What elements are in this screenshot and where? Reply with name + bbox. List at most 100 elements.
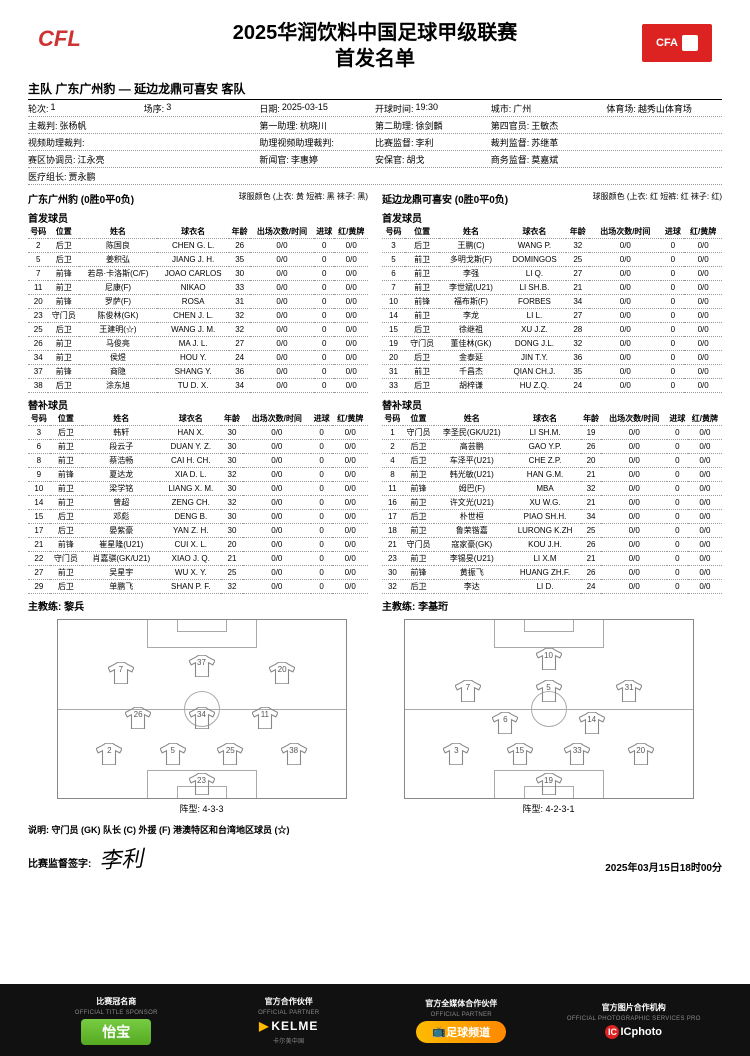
cell: 后卫 <box>48 379 79 393</box>
cell: XU J.Z. <box>503 323 567 337</box>
cell: 0/0 <box>688 454 722 468</box>
cell: 前锋 <box>50 538 82 552</box>
cell: 前卫 <box>50 496 82 510</box>
cell: 侯煜 <box>79 351 157 365</box>
player-row: 29后卫单鹏飞SHAN P. F.320/000/0 <box>28 580 368 594</box>
sponsor-3: 官方全媒体合作伙伴 OFFICIAL PARTNER 📺足球频道 <box>375 998 548 1043</box>
cell: CHEN J. L. <box>157 309 230 323</box>
cell: 0/0 <box>684 281 722 295</box>
away-team-block: 延边龙鼎可喜安 (0胜0平0负) 球服颜色 (上衣: 红 短裤: 红 袜子: 红… <box>382 191 722 613</box>
home-name: 广东广州豹 <box>55 82 115 96</box>
cell: 0/0 <box>334 309 368 323</box>
col-header: 位置 <box>403 412 434 426</box>
home-coach: 主教练: 黎兵 <box>28 598 368 613</box>
cell: WU X. Y. <box>160 566 221 580</box>
away-coach: 主教练: 李基珩 <box>382 598 722 613</box>
player-row: 11前卫尼康(F)NIKAO330/000/0 <box>28 281 368 295</box>
cell: 韩光敏(U21) <box>434 468 509 482</box>
cell: 0/0 <box>334 239 368 253</box>
cell: 34 <box>566 295 589 309</box>
jersey: 10 <box>536 648 562 670</box>
cell: 0/0 <box>601 454 666 468</box>
info-label: 商务监督: <box>491 153 530 166</box>
player-row: 32后卫李达LI D.240/000/0 <box>382 580 722 594</box>
col-header: 球衣名 <box>157 225 230 239</box>
cell: TU D. X. <box>157 379 230 393</box>
cell: 3 <box>28 426 50 440</box>
player-row: 31前卫千昌杰QIAN CH.J.350/000/0 <box>382 365 722 379</box>
cell: 后卫 <box>405 323 439 337</box>
player-row: 15后卫徐继祖XU J.Z.280/000/0 <box>382 323 722 337</box>
jersey-number: 5 <box>536 683 562 692</box>
col-header: 年龄 <box>566 225 589 239</box>
player-row: 34前卫侯煜HOU Y.240/000/0 <box>28 351 368 365</box>
cell: 34 <box>581 510 602 524</box>
cell: 前锋 <box>403 566 434 580</box>
cell: 0 <box>667 524 688 538</box>
jersey-number: 10 <box>536 651 562 660</box>
cell: 37 <box>28 365 48 379</box>
home-starters-label: 首发球员 <box>28 210 368 225</box>
away-kit: 球服颜色 (上衣: 红 短裤: 红 袜子: 红) <box>593 191 722 206</box>
info-label: 裁判监督: <box>491 136 530 149</box>
cell: 0/0 <box>332 580 368 594</box>
jersey-number: 2 <box>96 746 122 755</box>
player-row: 14前卫曾超ZENG CH.320/000/0 <box>28 496 368 510</box>
cell: 0/0 <box>589 295 661 309</box>
cell: 段云子 <box>82 440 160 454</box>
cell: FORBES <box>503 295 567 309</box>
cell: 0/0 <box>250 379 314 393</box>
cell: 福布斯(F) <box>439 295 502 309</box>
cell: 30 <box>221 524 243 538</box>
cell: 单鹏飞 <box>82 580 160 594</box>
cell: 25 <box>566 253 589 267</box>
cell: 0/0 <box>250 239 314 253</box>
col-header: 号码 <box>382 225 405 239</box>
cell: HUANG ZH.F. <box>509 566 580 580</box>
cell: 0/0 <box>250 281 314 295</box>
player-row: 17后卫晏紫豪YAN Z. H.300/000/0 <box>28 524 368 538</box>
cell: 0/0 <box>684 379 722 393</box>
player-row: 10前锋福布斯(F)FORBES340/000/0 <box>382 295 722 309</box>
cell: 后卫 <box>405 239 439 253</box>
cell: 0 <box>667 454 688 468</box>
jersey: 33 <box>564 743 590 765</box>
info-value: 张杨帆 <box>60 119 87 132</box>
cell: JIANG J. H. <box>157 253 230 267</box>
cell: 0/0 <box>243 440 311 454</box>
cell: 24 <box>229 351 249 365</box>
cell: 前卫 <box>403 524 434 538</box>
cell: 11 <box>28 281 48 295</box>
cell: 0/0 <box>589 281 661 295</box>
cell: 0 <box>311 496 333 510</box>
cell: 10 <box>382 295 405 309</box>
sponsor-4: 官方图片合作机构 OFFICIAL PHOTOGRAPHIC SERVICES … <box>548 1002 721 1039</box>
col-header: 球衣名 <box>509 412 580 426</box>
jersey: 38 <box>281 743 307 765</box>
cell: 0 <box>314 309 334 323</box>
cell: HU Z.Q. <box>503 379 567 393</box>
jersey-number: 5 <box>160 746 186 755</box>
cell: 0/0 <box>334 281 368 295</box>
player-row: 7前卫李世斌(U21)LI SH.B.210/000/0 <box>382 281 722 295</box>
cell: 21 <box>28 538 50 552</box>
cell: 0/0 <box>332 454 368 468</box>
cell: 0/0 <box>334 351 368 365</box>
cell: CAI H. CH. <box>160 454 221 468</box>
cell: 0/0 <box>334 337 368 351</box>
info-label: 助理视频助理裁判: <box>259 136 334 149</box>
info-value: 王敏杰 <box>531 119 558 132</box>
cell: 0/0 <box>589 379 661 393</box>
cell: CHE Z.P. <box>509 454 580 468</box>
cell: 0/0 <box>688 426 722 440</box>
cell: 守门员 <box>403 538 434 552</box>
cell: 0 <box>667 440 688 454</box>
cell: 0/0 <box>688 510 722 524</box>
cell: 陈国良 <box>79 239 157 253</box>
player-row: 17后卫朴世桓PIAO SH.H.340/000/0 <box>382 510 722 524</box>
player-row: 33后卫胡梓谦HU Z.Q.240/000/0 <box>382 379 722 393</box>
cell: WANG J. M. <box>157 323 230 337</box>
cell: LIANG X. M. <box>160 482 221 496</box>
col-header: 进球 <box>667 412 688 426</box>
sponsor-2-sub: OFFICIAL PARTNER <box>258 1010 319 1016</box>
